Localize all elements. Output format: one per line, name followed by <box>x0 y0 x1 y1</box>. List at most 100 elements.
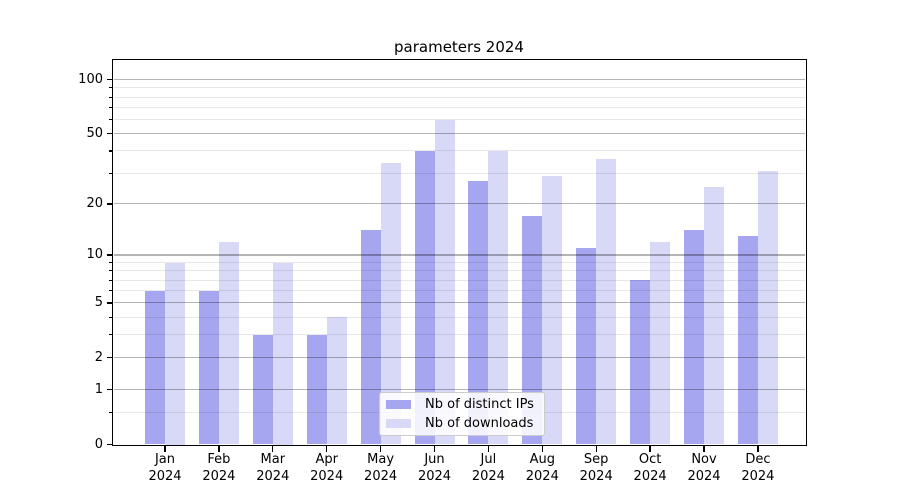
legend-label-distinct-ips: Nb of distinct IPs <box>425 396 534 412</box>
x-tick-year: 2024 <box>687 468 721 484</box>
legend-label-downloads: Nb of downloads <box>425 415 534 431</box>
x-tick-year: 2024 <box>471 468 505 484</box>
x-tick-month: Nov <box>691 451 717 467</box>
y-minor-tick <box>109 87 112 89</box>
y-tick-label: 20 <box>86 196 103 212</box>
x-tick-month: Oct <box>638 451 662 467</box>
y-tick-label: 0 <box>94 437 103 452</box>
x-tick <box>541 446 543 452</box>
bar-distinct-ips-dec <box>737 235 758 445</box>
x-tick-month: Apr <box>315 451 338 467</box>
y-minor-tick <box>109 279 112 281</box>
gridline-minor <box>113 172 805 174</box>
chart-title: parameters 2024 <box>394 38 524 56</box>
y-tick-label: 5 <box>94 295 103 311</box>
x-tick-year: 2024 <box>741 468 775 484</box>
bar-downloads-apr <box>326 317 347 445</box>
y-major-tick <box>106 389 112 391</box>
x-tick <box>433 446 436 452</box>
x-tick-label: Jan 2024 <box>135 451 195 485</box>
x-tick-year: 2024 <box>256 468 290 484</box>
y-tick-label: 50 <box>86 126 103 142</box>
x-tick-month: Feb <box>207 451 231 467</box>
x-tick-label: Dec 2024 <box>728 451 788 485</box>
x-tick-year: 2024 <box>525 468 559 484</box>
x-tick-year: 2024 <box>579 468 613 484</box>
y-minor-tick <box>109 119 112 121</box>
x-tick <box>595 446 597 452</box>
x-tick <box>703 446 705 452</box>
x-tick-label: Aug 2024 <box>512 451 572 485</box>
bar-downloads-sep <box>596 159 617 445</box>
gridline-minor <box>113 150 805 152</box>
legend: Nb of distinct IPs Nb of downloads <box>379 392 545 436</box>
bar-distinct-ips-aug <box>522 216 543 445</box>
x-tick <box>218 446 220 452</box>
y-major-tick <box>106 254 112 256</box>
x-tick-label: Sep 2024 <box>566 451 626 485</box>
x-tick-label: Mar 2024 <box>243 451 303 485</box>
legend-swatch-distinct-ips <box>386 400 411 409</box>
y-minor-tick <box>109 290 112 292</box>
x-tick-label: Nov 2024 <box>674 451 734 485</box>
x-tick-year: 2024 <box>310 468 344 484</box>
x-tick-month: Aug <box>529 451 555 467</box>
x-tick-year: 2024 <box>417 468 452 484</box>
y-major-tick <box>106 203 112 205</box>
x-tick-month: Jan <box>154 451 176 467</box>
x-tick-label: May 2024 <box>351 451 411 485</box>
x-tick <box>757 446 759 452</box>
x-tick <box>164 446 166 452</box>
bar-downloads-jul <box>488 150 509 445</box>
y-tick-label: 1 <box>94 382 103 398</box>
x-tick-month: Jun <box>424 451 445 467</box>
bar-distinct-ips-jun <box>414 150 435 445</box>
x-tick <box>379 446 382 452</box>
bar-downloads-may <box>380 163 401 445</box>
x-tick-year: 2024 <box>633 468 667 484</box>
x-tick-label: Jun 2024 <box>405 451 465 485</box>
y-major-tick <box>106 302 112 304</box>
x-tick-label: Feb 2024 <box>189 451 249 485</box>
x-tick <box>487 446 490 452</box>
bar-distinct-ips-oct <box>630 280 651 445</box>
bar-downloads-dec <box>757 170 778 445</box>
x-tick-month: Dec <box>745 451 771 467</box>
y-major-tick <box>106 79 112 81</box>
bar-distinct-ips-feb <box>198 290 219 445</box>
x-tick-year: 2024 <box>202 468 236 484</box>
legend-swatch-downloads <box>386 419 411 428</box>
x-tick <box>649 446 651 452</box>
bar-distinct-ips-may <box>360 230 381 445</box>
x-tick <box>272 446 274 452</box>
bar-downloads-aug <box>542 175 563 445</box>
x-tick <box>326 446 328 452</box>
y-minor-tick <box>109 107 112 109</box>
bar-distinct-ips-apr <box>306 334 327 445</box>
y-major-tick <box>106 356 112 359</box>
gridline-major <box>113 133 805 135</box>
bar-downloads-jun <box>434 119 455 445</box>
bar-distinct-ips-nov <box>684 230 704 445</box>
gridline-minor <box>113 107 805 109</box>
x-tick-month: Mar <box>260 451 286 467</box>
legend-item-downloads: Nb of downloads <box>386 416 538 432</box>
bar-downloads-mar <box>272 262 293 445</box>
x-tick-label: Apr 2024 <box>297 451 357 485</box>
x-tick-year: 2024 <box>148 468 182 484</box>
y-minor-tick <box>109 334 112 336</box>
bar-downloads-jan <box>165 262 185 445</box>
x-tick-label: Jul 2024 <box>458 451 518 485</box>
bar-distinct-ips-jul <box>468 181 489 445</box>
bar-distinct-ips-mar <box>252 334 273 445</box>
bar-downloads-feb <box>218 241 239 445</box>
y-major-tick <box>106 133 112 135</box>
y-major-tick <box>106 443 112 446</box>
x-tick-month: Jul <box>480 451 497 467</box>
bar-distinct-ips-sep <box>576 248 597 445</box>
gridline-minor <box>113 96 805 98</box>
y-minor-tick <box>109 411 112 413</box>
y-tick-label: 100 <box>78 72 103 88</box>
